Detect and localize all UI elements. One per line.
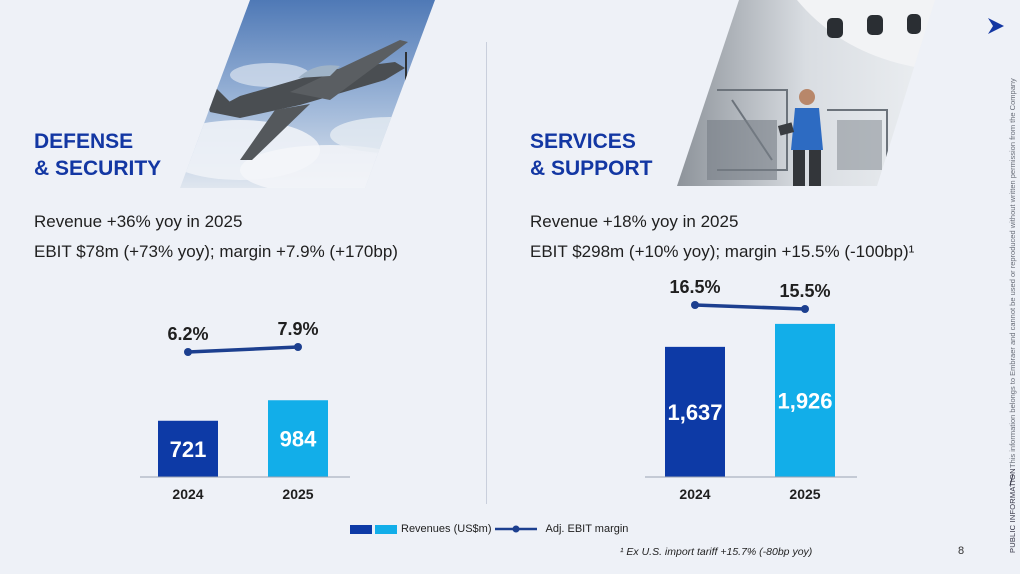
margin-point-2025	[294, 343, 302, 351]
bar-2024	[665, 346, 725, 477]
services-title: SERVICES & SUPPORT	[530, 128, 653, 182]
bar-value-label-2024: 1,637	[667, 400, 722, 425]
footnote: ¹ Ex U.S. import tariff +15.7% (-80bp yo…	[620, 546, 813, 558]
tick-label-2024: 2024	[679, 486, 710, 502]
margin-point-2024	[691, 301, 699, 309]
margin-value-label-2024: 6.2%	[167, 324, 208, 344]
defense-title-line2: & SECURITY	[34, 157, 162, 180]
defense-title-line1: DEFENSE	[34, 130, 134, 153]
bar-value-label-2025: 984	[280, 427, 317, 452]
defense-revenue-margin-chart: 721 2024 984 2025 6.2% 7.9%	[140, 319, 350, 502]
legend-margin-label: Adj. EBIT margin	[545, 523, 629, 535]
legend-line-icon	[495, 525, 538, 533]
legend-swatch-dark	[350, 524, 372, 534]
defense-ebit-text: EBIT $78m (+73% yoy); margin +7.9% (+170…	[34, 242, 398, 261]
chart-legend: Revenues (US$m) Adj. EBIT margin	[350, 523, 628, 535]
margin-value-label-2024: 16.5%	[669, 277, 720, 297]
tick-label-2024: 2024	[172, 486, 203, 502]
bar-value-label-2024: 721	[170, 437, 207, 462]
legend-revenues-label: Revenues (US$m)	[401, 523, 492, 535]
margin-point-2025	[801, 305, 809, 313]
margin-point-2024	[184, 348, 192, 356]
bar-2025	[775, 323, 835, 477]
defense-revenue-text: Revenue +36% yoy in 2025	[34, 212, 243, 231]
bar-value-label-2025: 1,926	[777, 388, 832, 413]
margin-line	[187, 345, 299, 354]
public-information-label: PUBLIC INFORMATION	[1008, 468, 1017, 553]
services-revenue-text: Revenue +18% yoy in 2025	[530, 212, 739, 231]
arrow-logo-icon	[988, 18, 1004, 34]
legend-swatch-light	[375, 524, 397, 534]
margin-value-label-2025: 7.9%	[277, 319, 318, 339]
tick-label-2025: 2025	[789, 486, 820, 502]
page-number: 8	[958, 545, 965, 557]
services-title-line1: SERVICES	[530, 130, 636, 153]
bar-2025	[268, 400, 328, 477]
defense-title: DEFENSE & SECURITY	[34, 128, 161, 182]
services-ebit-text: EBIT $298m (+10% yoy); margin +15.5% (-1…	[530, 242, 915, 261]
services-revenue-margin-chart: 1,637 2024 1,926 2025 16.5% 15.5%	[645, 277, 857, 502]
defense-aircraft-photo	[180, 0, 435, 188]
confidential-note: This information belongs to Embraer and …	[1008, 78, 1017, 468]
margin-line	[694, 303, 806, 311]
services-technician-photo	[677, 0, 935, 186]
margin-value-label-2025: 15.5%	[779, 281, 830, 301]
services-title-line2: & SUPPORT	[530, 157, 653, 180]
section-divider	[486, 42, 487, 504]
tick-label-2025: 2025	[282, 486, 313, 502]
bar-2024	[158, 420, 218, 477]
